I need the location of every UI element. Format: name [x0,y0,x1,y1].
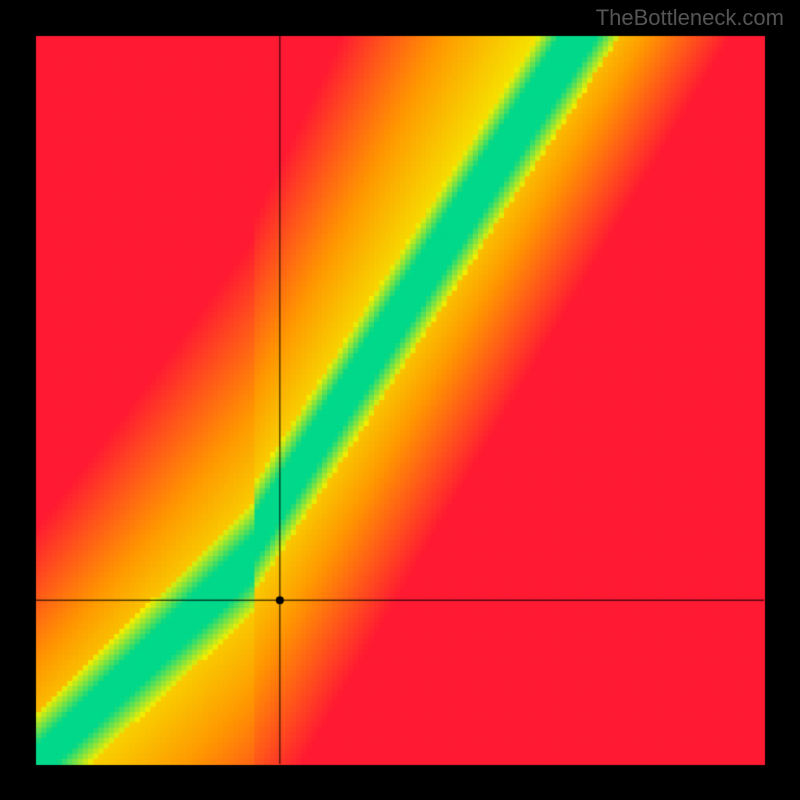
chart-container: TheBottleneck.com [0,0,800,800]
bottleneck-heatmap [0,0,800,800]
watermark-text: TheBottleneck.com [596,5,784,31]
